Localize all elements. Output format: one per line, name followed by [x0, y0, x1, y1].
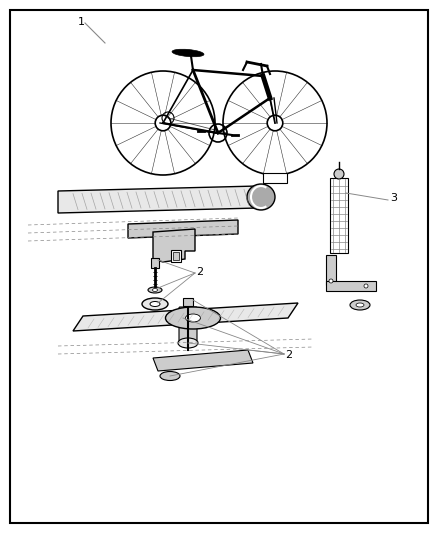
Polygon shape — [73, 303, 298, 331]
Polygon shape — [153, 229, 195, 262]
Ellipse shape — [186, 314, 201, 322]
Bar — [326, 255, 336, 285]
Bar — [326, 281, 376, 291]
Text: 2: 2 — [285, 350, 292, 360]
Bar — [330, 178, 348, 253]
Ellipse shape — [350, 300, 370, 310]
Circle shape — [329, 279, 333, 283]
Ellipse shape — [142, 298, 168, 310]
Ellipse shape — [150, 302, 160, 306]
Text: 1: 1 — [78, 17, 85, 27]
Bar — [263, 173, 287, 183]
Circle shape — [155, 115, 171, 131]
Ellipse shape — [166, 307, 220, 329]
Circle shape — [334, 169, 344, 179]
Polygon shape — [153, 350, 253, 371]
Bar — [151, 258, 159, 268]
Text: 3: 3 — [390, 193, 397, 203]
Ellipse shape — [172, 49, 204, 56]
Polygon shape — [58, 186, 258, 213]
Ellipse shape — [148, 287, 162, 293]
Polygon shape — [128, 220, 238, 238]
Bar — [183, 298, 193, 306]
Circle shape — [364, 284, 368, 288]
Ellipse shape — [247, 184, 275, 210]
Bar — [171, 250, 181, 262]
Text: 2: 2 — [196, 267, 203, 277]
Ellipse shape — [160, 372, 180, 381]
Ellipse shape — [178, 338, 198, 348]
Ellipse shape — [152, 288, 158, 292]
FancyBboxPatch shape — [179, 307, 197, 344]
Bar — [173, 252, 179, 260]
Circle shape — [267, 115, 283, 131]
Ellipse shape — [356, 303, 364, 307]
